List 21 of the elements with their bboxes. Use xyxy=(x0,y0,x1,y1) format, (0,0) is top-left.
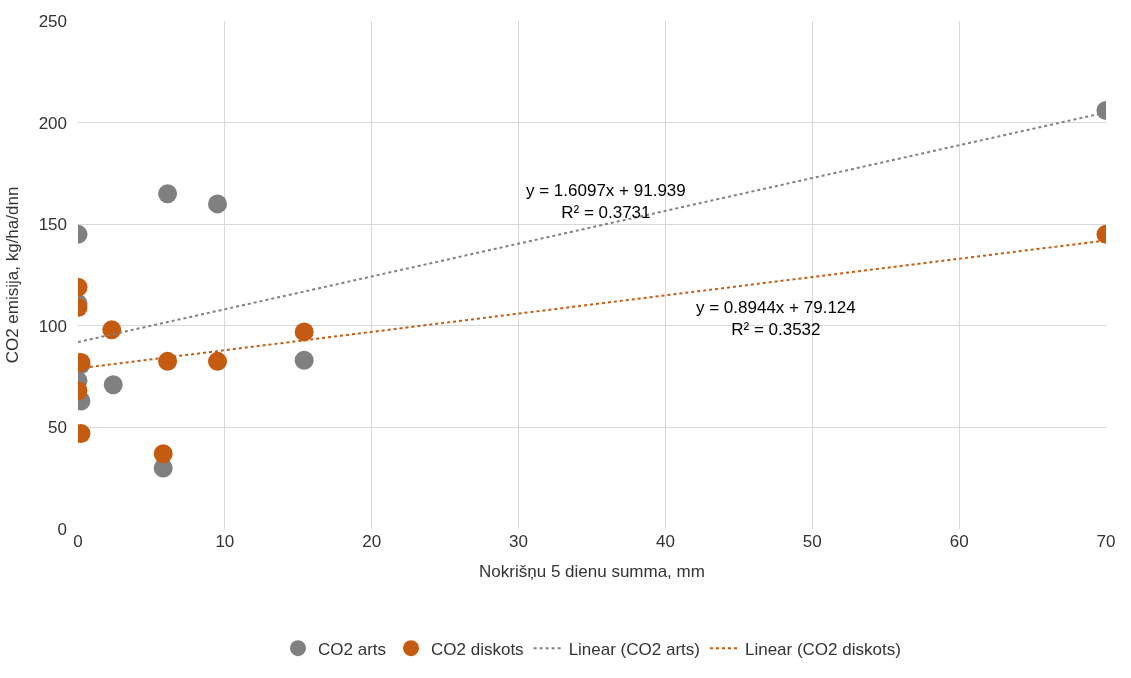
x-tick-label: 0 xyxy=(73,532,83,551)
legend-label: Linear (CO2 arts) xyxy=(568,639,700,659)
x-tick-label: 10 xyxy=(215,532,235,551)
x-axis-title: Nokrišņu 5 dienu summa, mm xyxy=(479,562,705,582)
x-tick-label: 20 xyxy=(362,532,382,551)
x-tick-label: 40 xyxy=(655,532,675,551)
legend-label: CO2 arts xyxy=(318,639,387,659)
annotation: y = 0.8944x + 79.124 R² = 0.3532 xyxy=(696,298,856,340)
x-tick-label: 30 xyxy=(509,532,529,551)
y-tick-label: 100 xyxy=(38,316,67,336)
x-tick-label: 60 xyxy=(949,532,969,551)
x-tick-label: 70 xyxy=(1096,532,1116,551)
x-tick-label: 50 xyxy=(802,532,822,551)
y-tick-label: 50 xyxy=(48,418,67,438)
y-tick-label: 250 xyxy=(38,11,67,31)
legend-label: Linear (CO2 diskots) xyxy=(744,639,901,659)
legend-label: CO2 diskots xyxy=(431,639,524,659)
y-tick-label: 150 xyxy=(38,215,67,235)
y-axis-title: CO2 emisija, kg/ha/dnn xyxy=(3,186,23,364)
y-tick-label: 200 xyxy=(38,113,67,133)
annotation: y = 1.6097x + 91.939 R² = 0.3731 xyxy=(526,181,686,223)
